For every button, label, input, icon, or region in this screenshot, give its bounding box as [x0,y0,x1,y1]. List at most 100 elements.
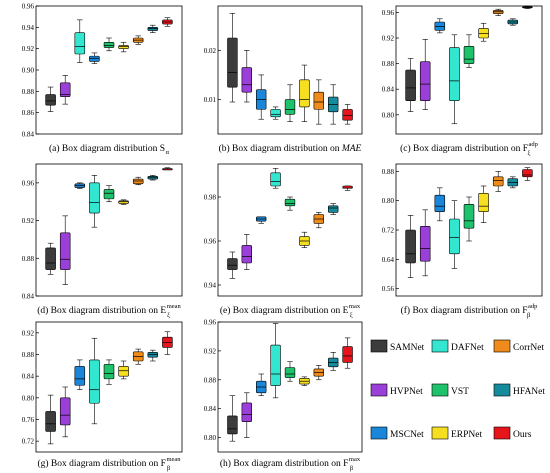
box-body [118,200,129,204]
box-corrnet [132,35,144,45]
box-body [59,397,71,426]
box-hfanet [147,349,159,362]
box-body [89,182,100,214]
box-dafnet [270,106,281,120]
box-body [241,245,252,264]
plot-frame [217,163,363,297]
box-mscnet [74,359,86,391]
box-body [59,232,71,270]
box-ours [162,331,173,355]
box-hvpnet [241,234,252,270]
legend-swatch [493,339,511,353]
box-corrnet [313,79,324,125]
box-samnet [45,242,56,275]
y-tick-label: 0.96 [22,3,35,11]
box-dafnet [74,19,86,63]
y-tick-label: 0.94 [22,24,35,32]
box-hvpnet [59,386,71,438]
legend-label: VST [451,387,469,397]
box-mscnet [434,18,446,34]
plot-frame [35,163,183,297]
box-vst [284,196,296,211]
box-body [284,198,296,207]
box-dafnet [270,323,281,399]
y-tick-label: 0.90 [22,67,35,75]
legend-label: CorrNet [513,343,544,353]
box-body [284,99,296,115]
box-mscnet [74,182,86,189]
panel-caption: (h) Box diagram distribution on Fmax β [220,456,361,472]
y-tick-label: 0.88 [22,88,35,96]
box-body [103,363,115,380]
legend: SAMNet DAFNet CorrNet HVPNet VST HFANet MSCNet… [370,339,545,440]
legend-label: ERPNet [451,430,483,440]
panel-caption: (d) Box diagram distribution on Emean ξ [37,303,181,319]
box-erpnet [118,360,129,380]
box-hfanet [147,24,159,33]
y-tick-label: 0.84 [22,131,35,139]
y-tick-label: 0.88 [22,351,35,359]
y-tick-label: 0.92 [204,347,217,355]
box-dafnet [89,175,100,228]
box-body [270,172,281,187]
box-body [227,415,238,435]
y-tick-label: 0.72 [382,227,395,235]
box-hvpnet [241,50,252,103]
box-body [284,367,296,378]
y-tick-label: 0.84 [22,373,35,381]
box-hvpnet [241,392,252,438]
plot-frame [395,5,543,135]
box-erpnet [299,64,310,122]
legend-entry-ours: Ours [493,426,532,440]
y-tick-label: 0.84 [204,405,217,413]
box-body [328,205,339,213]
box-mscnet [256,216,267,224]
box-dafnet [449,34,460,125]
legend-swatch [370,383,388,397]
box-body [449,47,460,102]
box-erpnet [299,231,310,248]
box-body [132,178,144,185]
box-body [342,109,353,121]
panel-3: 0.80 0.84 0.88 0.92 0.96 (c) Box diagram dist… [382,5,543,157]
box-body [492,176,504,187]
box-ours [522,167,533,181]
legend-entry-erpnet: ERPNet [431,426,483,440]
panel-caption: (c) Box diagram distribution on Fadp ξ [400,141,538,157]
plot-frame [217,5,363,135]
panels-layer: 0.84 0.86 0.88 0.90 0.92 0.94 0.96 (a) Box diag… [22,3,543,472]
box-mscnet [89,52,100,64]
box-vst [284,361,296,382]
box-hfanet [328,203,339,215]
plot-frame [217,321,363,453]
box-hfanet [507,176,519,189]
legend-swatch [431,426,449,440]
box-erpnet [299,376,310,386]
box-vst [284,84,296,122]
legend-swatch [493,383,511,397]
box-body [270,109,281,118]
box-hvpnet [59,215,71,285]
y-tick-label: 0.88 [204,376,217,384]
box-hfanet [507,18,519,26]
y-tick-label: 0.92 [382,35,395,43]
box-hfanet [328,352,339,371]
box-ours [162,17,173,27]
panel-1: 0.84 0.86 0.88 0.90 0.92 0.94 0.96 (a) Box diag… [22,3,183,156]
y-tick-label: 0.80 [22,394,35,402]
legend-entry-vst: VST [431,383,469,397]
box-samnet [227,251,238,279]
box-vst [463,34,475,68]
box-body [478,193,489,212]
box-body [405,69,416,102]
box-body [118,45,129,49]
y-tick-label: 0.88 [22,255,35,263]
panel-8: 0.80 0.84 0.88 0.92 0.96 (h) Box diagram dist… [204,319,363,472]
box-body [449,218,460,255]
panel-4: 0.84 0.88 0.92 0.96 (d) Box diagram distribu… [22,163,183,319]
legend-entry-hvpnet: HVPNet [370,383,423,397]
box-body [89,55,100,62]
box-hfanet [147,175,159,181]
legend-entry-mscnet: MSCNet [370,426,424,440]
legend-entry-corrnet: CorrNet [493,339,544,353]
